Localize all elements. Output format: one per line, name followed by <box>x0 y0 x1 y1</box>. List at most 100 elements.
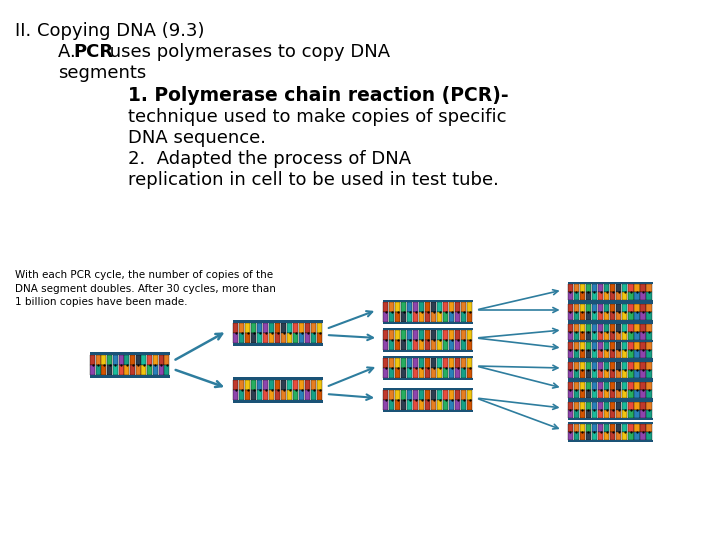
Bar <box>395 330 400 340</box>
Bar <box>407 390 413 400</box>
Bar <box>634 424 639 432</box>
Bar <box>437 302 442 312</box>
Bar <box>287 322 292 333</box>
Bar <box>585 402 591 410</box>
Bar <box>585 284 591 292</box>
Bar <box>604 332 609 340</box>
Bar <box>647 312 652 320</box>
Bar <box>275 333 280 343</box>
Bar <box>383 390 388 400</box>
Bar <box>610 304 616 312</box>
Bar <box>574 370 579 378</box>
Bar <box>604 382 609 390</box>
Bar <box>604 362 609 370</box>
Bar <box>647 410 652 418</box>
Bar <box>580 350 585 358</box>
Bar <box>425 312 431 322</box>
Bar <box>305 390 310 400</box>
Bar <box>634 304 639 312</box>
Bar <box>616 292 621 300</box>
Bar <box>449 302 454 312</box>
Bar <box>437 359 442 368</box>
Bar <box>275 322 280 333</box>
Bar <box>443 368 449 377</box>
Bar <box>419 368 424 377</box>
Bar <box>90 352 170 355</box>
Bar <box>622 292 628 300</box>
Bar <box>580 370 585 378</box>
Bar <box>141 355 146 365</box>
Bar <box>413 302 418 312</box>
Bar <box>233 400 323 403</box>
Bar <box>96 365 101 375</box>
Bar <box>263 333 269 343</box>
Bar <box>567 400 652 402</box>
Bar <box>610 402 616 410</box>
Bar <box>647 284 652 292</box>
Bar <box>281 390 287 400</box>
Bar <box>437 312 442 322</box>
Bar <box>629 342 634 350</box>
Bar <box>299 380 305 390</box>
Bar <box>604 390 609 398</box>
Bar <box>287 380 292 390</box>
Bar <box>90 355 95 365</box>
Bar <box>383 356 473 359</box>
Bar <box>567 304 573 312</box>
Bar <box>567 358 652 360</box>
Bar <box>610 432 616 440</box>
Bar <box>437 400 442 410</box>
Bar <box>640 382 646 390</box>
Bar <box>622 324 628 332</box>
Bar <box>598 342 603 350</box>
Bar <box>281 333 287 343</box>
Bar <box>293 333 298 343</box>
Bar <box>413 340 418 349</box>
Bar <box>622 370 628 378</box>
Bar <box>574 332 579 340</box>
Bar <box>610 292 616 300</box>
Bar <box>610 410 616 418</box>
Bar <box>574 350 579 358</box>
Bar <box>585 342 591 350</box>
Bar <box>233 390 238 400</box>
Bar <box>580 304 585 312</box>
Bar <box>580 382 585 390</box>
Bar <box>567 340 652 342</box>
Bar <box>257 322 262 333</box>
Bar <box>419 400 424 410</box>
Bar <box>640 432 646 440</box>
Bar <box>389 359 395 368</box>
Bar <box>317 390 323 400</box>
Bar <box>233 320 323 322</box>
Bar <box>413 330 418 340</box>
Bar <box>640 390 646 398</box>
Bar <box>437 390 442 400</box>
Bar <box>153 355 158 365</box>
Bar <box>634 350 639 358</box>
Bar <box>647 390 652 398</box>
Bar <box>567 342 573 350</box>
Bar <box>585 332 591 340</box>
Bar <box>629 432 634 440</box>
Bar <box>455 368 460 377</box>
Bar <box>467 359 472 368</box>
Bar <box>567 350 573 358</box>
Bar <box>425 390 431 400</box>
Bar <box>580 284 585 292</box>
Bar <box>616 410 621 418</box>
Bar <box>567 292 573 300</box>
Bar <box>449 400 454 410</box>
Bar <box>629 324 634 332</box>
Bar <box>580 390 585 398</box>
Bar <box>119 355 124 365</box>
Bar <box>598 390 603 398</box>
Bar <box>616 424 621 432</box>
Bar <box>383 300 473 302</box>
Bar <box>567 300 652 302</box>
Bar <box>574 304 579 312</box>
Bar <box>567 418 652 420</box>
Bar <box>158 365 163 375</box>
Bar <box>467 390 472 400</box>
Bar <box>640 284 646 292</box>
